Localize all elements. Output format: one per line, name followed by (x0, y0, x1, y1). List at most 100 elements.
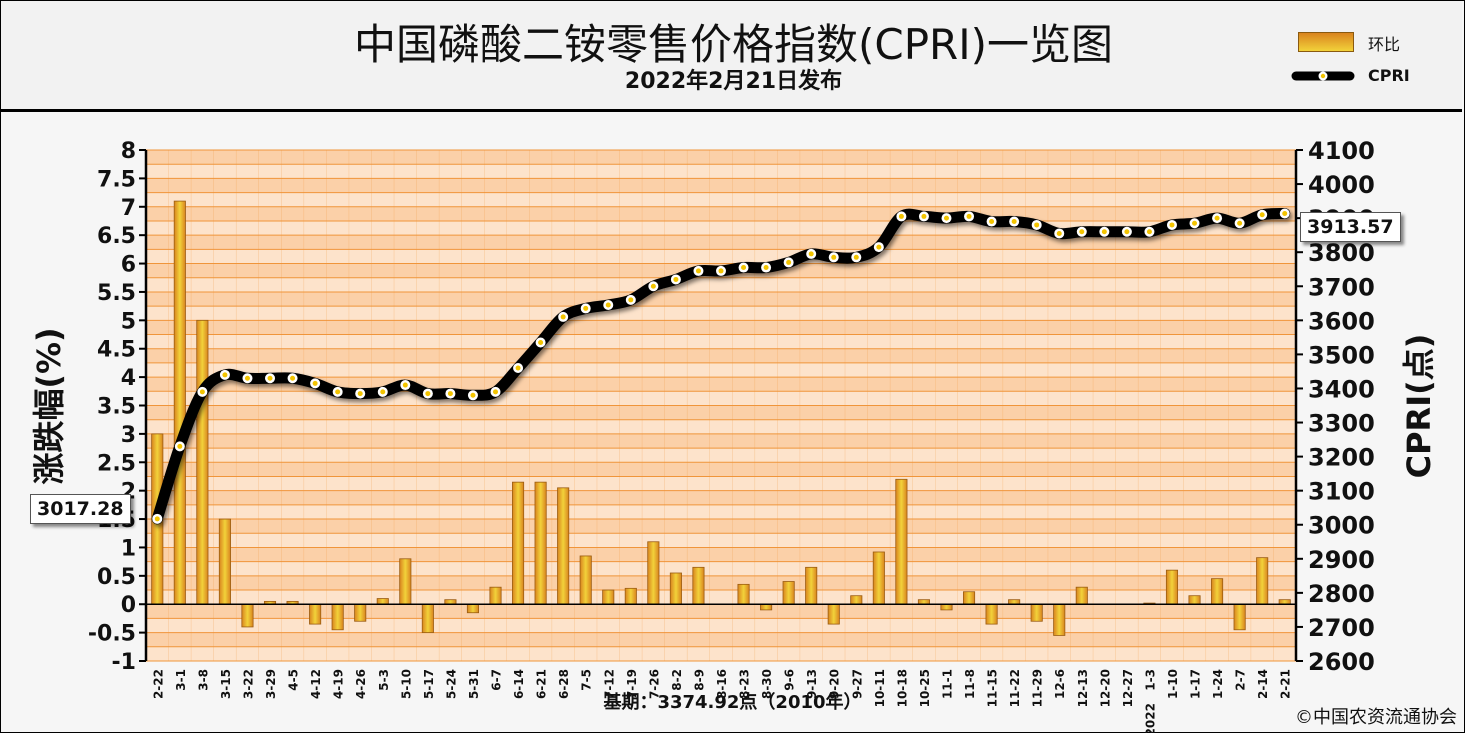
x-tick-label: 8-2 (670, 669, 684, 691)
x-tick-label: 8-16 (715, 669, 729, 699)
bar-8-2 (669, 572, 682, 605)
cpri-point-center (876, 244, 882, 250)
right-tick-label: 3600 (1308, 307, 1375, 335)
left-tick-label: 7 (121, 196, 136, 221)
bar-8-9 (692, 566, 705, 605)
cpri-point-center (1079, 229, 1085, 235)
left-tick-label: 8 (121, 139, 136, 164)
cpri-point-center (583, 305, 589, 311)
right-tick-label: 3800 (1308, 239, 1375, 267)
bar-7-12 (602, 589, 615, 605)
x-tick-label: 3-1 (174, 669, 188, 691)
bar-2-14 (1256, 557, 1269, 605)
bar-12-6 (1053, 603, 1066, 636)
left-tick-label: 0 (121, 593, 136, 618)
x-tick-label: 11-8 (963, 669, 977, 699)
cpri-point-center (1124, 229, 1130, 235)
x-tick-label: 6-21 (535, 669, 549, 699)
bar-1-10 (1165, 569, 1179, 605)
left-tick-label: 3 (121, 423, 136, 448)
left-tick-label: 4.5 (97, 338, 136, 363)
cpri-point-center (290, 375, 296, 381)
cpri-point-center (177, 443, 183, 449)
bar-6-28 (557, 487, 570, 605)
cpri-point-center (695, 268, 701, 274)
x-tick-label: 10-18 (895, 669, 909, 707)
cpri-point-center (1034, 222, 1040, 228)
copyright: ©中国农资流通协会 (1295, 707, 1457, 728)
right-tick-label: 3700 (1308, 273, 1375, 301)
bar-9-6 (782, 581, 795, 605)
legend-bar-swatch (1298, 32, 1354, 52)
x-tick-label: 2-21 (1279, 669, 1293, 699)
right-tick-label: 3100 (1308, 478, 1375, 506)
chart-subtitle: 2022年2月21日发布 (624, 69, 843, 94)
right-tick-label: 3000 (1308, 512, 1375, 540)
cpri-point-center (447, 391, 453, 397)
x-tick-label: 12-13 (1076, 669, 1090, 707)
right-tick-label: 2700 (1308, 614, 1375, 642)
cpri-point-center (741, 265, 747, 271)
plot-band (146, 590, 1296, 605)
header: 中国磷酸二铵零售价格指数(CPRI)一览图 2022年2月21日发布 (1, 1, 1462, 112)
plot-band (146, 249, 1296, 264)
bar-4-19 (331, 603, 344, 631)
x-tick-label: 3-8 (196, 669, 210, 691)
bar-3-1 (173, 200, 186, 605)
bar-2-7 (1233, 603, 1246, 631)
plot-band (146, 192, 1296, 207)
chart-title: 中国磷酸二铵零售价格指数(CPRI)一览图 (354, 20, 1113, 69)
cpri-point-center (763, 265, 769, 271)
cpri-point-center (673, 276, 679, 282)
x-tick-label: 3-15 (219, 669, 233, 699)
plot-band (146, 646, 1296, 661)
cpri-point-center (267, 375, 273, 381)
bar-12-13 (1075, 586, 1088, 605)
bar-8-30 (760, 603, 773, 611)
last-value-callout: 3913.57 (1300, 212, 1401, 242)
x-tick-label: 12-6 (1053, 669, 1067, 699)
x-tick-label: 9-6 (783, 669, 797, 691)
grid-lines (145, 149, 1297, 662)
cpri-point-center (1169, 222, 1175, 228)
x-tick-label: 9-13 (805, 669, 819, 699)
right-axis-title: CPRI(点) (1400, 334, 1438, 479)
cpri-point-center (1011, 219, 1017, 225)
right-tick-label: 3300 (1308, 410, 1375, 438)
left-tick-label: 1 (121, 536, 136, 561)
x-tick-label: 8-30 (760, 669, 774, 699)
legend-line-label: CPRI (1368, 66, 1410, 85)
bar-3-15 (218, 518, 231, 605)
bar-1-24 (1211, 578, 1224, 605)
cpri-point-center (1259, 212, 1265, 218)
plot-band (146, 561, 1296, 576)
plot-band (146, 419, 1296, 434)
legend-bar-label: 环比 (1368, 35, 1401, 54)
x-tick-label: 2-14 (1256, 669, 1270, 699)
plot-band (146, 448, 1296, 463)
bar-9-27 (850, 595, 863, 605)
bar-5-10 (399, 558, 412, 605)
left-tick-label: 6 (121, 253, 136, 278)
bar-8-23 (737, 583, 750, 605)
plot-band (146, 391, 1296, 406)
plot-band (146, 362, 1296, 378)
bar-4-26 (354, 603, 367, 622)
cpri-point-center (1056, 230, 1062, 236)
plot-band (146, 306, 1296, 321)
x-tick-label: 8-23 (738, 669, 752, 699)
x-tick-label: 3-22 (241, 669, 255, 699)
right-tick-label: 2900 (1308, 546, 1375, 574)
first-value-callout: 3017.28 (30, 494, 131, 524)
cpri-point-center (605, 302, 611, 308)
x-tick-label: 7-5 (580, 669, 594, 691)
plot-band (146, 476, 1296, 491)
x-tick-label: 10-11 (873, 669, 887, 707)
bar-1-17 (1188, 595, 1201, 605)
right-tick-label: 2600 (1308, 648, 1375, 676)
bar-7-26 (647, 541, 660, 605)
x-tick-label: 11-22 (1008, 669, 1022, 707)
plot-band (146, 164, 1296, 179)
plot-band (146, 504, 1296, 520)
bar-11-1 (940, 603, 953, 611)
